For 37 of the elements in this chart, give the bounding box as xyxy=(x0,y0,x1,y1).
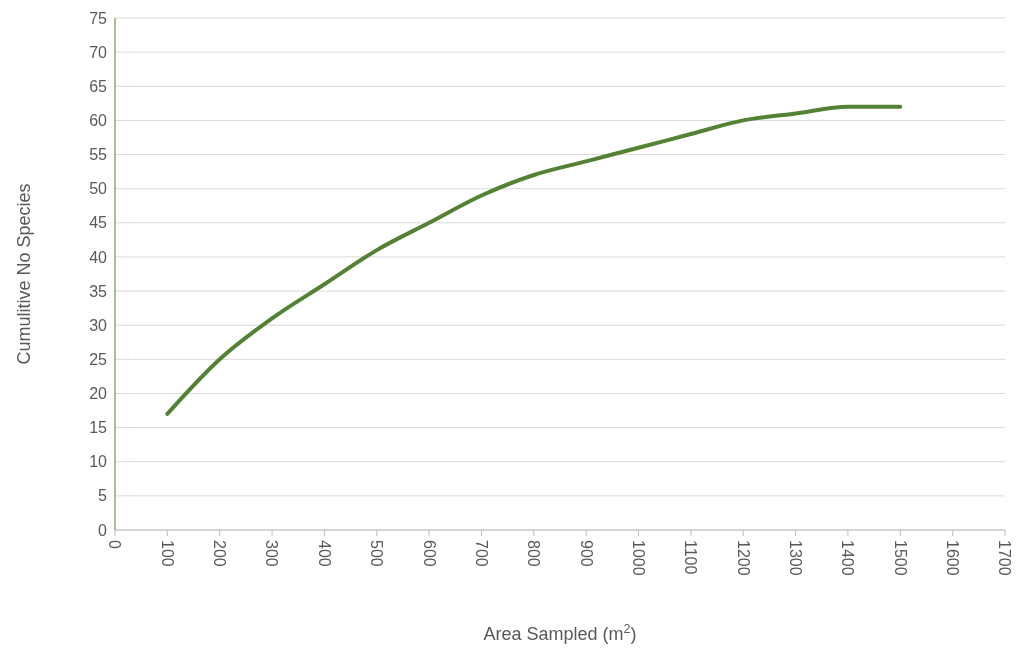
x-axis-title: Area Sampled (m$^{2}$) xyxy=(483,622,637,644)
y-tick-label: 5 xyxy=(98,487,108,505)
y-tick-label: 30 xyxy=(89,316,108,334)
x-tick-label: 400 xyxy=(315,540,333,567)
x-tick-label: 1000 xyxy=(629,540,647,576)
y-tick-label: 35 xyxy=(89,282,108,300)
x-tick-label: 1500 xyxy=(891,540,909,576)
x-tick-label: 1200 xyxy=(734,540,752,576)
y-tick-label: 50 xyxy=(89,180,108,198)
y-tick-label: 75 xyxy=(89,9,108,27)
x-tick-label: 700 xyxy=(472,540,490,567)
y-axis-title: Cumulitive No Species xyxy=(14,183,34,365)
x-tick-label: 1700 xyxy=(996,540,1014,576)
y-tick-label: 45 xyxy=(89,214,108,232)
x-tick-label: 200 xyxy=(211,540,229,567)
y-tick-label: 0 xyxy=(98,521,108,539)
x-tick-label: 800 xyxy=(525,540,543,567)
x-tick-label: 100 xyxy=(158,540,176,567)
y-tick-label: 60 xyxy=(89,112,108,129)
y-tick-label: 40 xyxy=(89,248,108,266)
y-tick-label: 70 xyxy=(89,43,108,61)
y-tick-label: 55 xyxy=(89,146,108,164)
y-tick-label: 20 xyxy=(89,385,108,403)
y-tick-label: 15 xyxy=(89,419,108,437)
x-tick-label: 500 xyxy=(368,540,386,567)
line-series xyxy=(165,104,903,416)
x-tick-label: 900 xyxy=(577,540,595,567)
x-tick-label: 0 xyxy=(106,540,124,549)
x-tick-label: 1100 xyxy=(682,540,700,575)
y-tick-label: 65 xyxy=(89,77,108,95)
x-tick-label: 600 xyxy=(420,540,438,567)
x-tick-label: 300 xyxy=(263,540,281,567)
x-tick-label: 1600 xyxy=(944,540,962,576)
y-tick-label: 25 xyxy=(89,350,108,368)
x-tick-label: 1300 xyxy=(786,540,804,576)
x-tick-label: 1400 xyxy=(839,540,857,576)
y-tick-label: 10 xyxy=(89,453,108,471)
